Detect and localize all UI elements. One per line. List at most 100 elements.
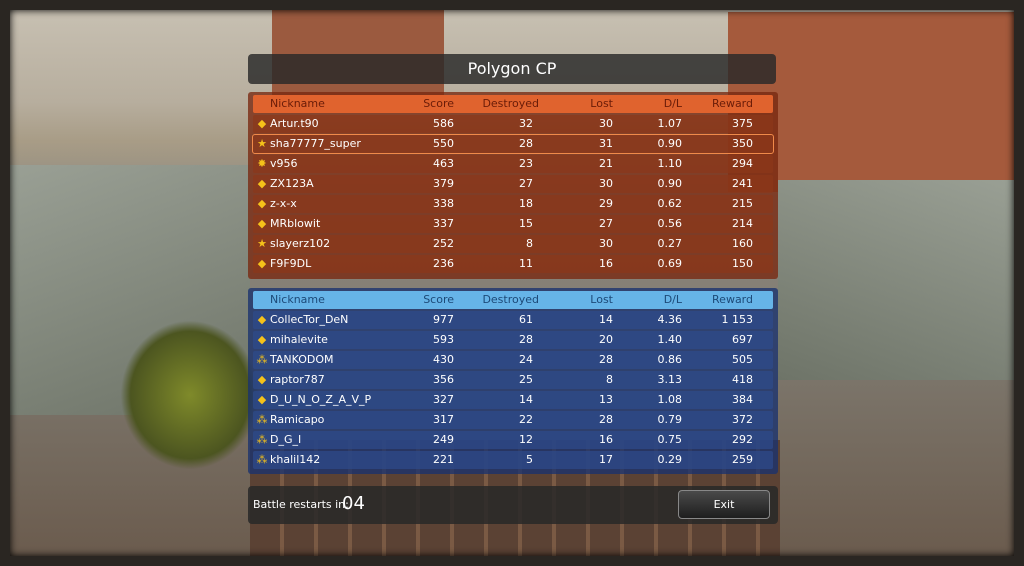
- player-reward: 1 153: [721, 313, 754, 326]
- rank-star-icon: ★: [257, 137, 267, 150]
- player-dl: 1.07: [657, 117, 683, 130]
- header-score[interactable]: Score: [423, 293, 454, 306]
- player-nick: D_G_I: [270, 433, 302, 446]
- player-nick: Artur.t90: [270, 117, 319, 130]
- player-row[interactable]: ◆ mihalevite 593 28 20 1.40 697: [253, 331, 773, 349]
- player-row[interactable]: ★ slayerz102 252 8 30 0.27 160: [253, 235, 773, 253]
- player-lost: 30: [599, 177, 613, 190]
- header-lost[interactable]: Lost: [590, 97, 613, 110]
- player-lost: 28: [599, 353, 613, 366]
- player-reward: 350: [732, 137, 753, 150]
- player-score: 338: [433, 197, 454, 210]
- player-score: 236: [433, 257, 454, 270]
- player-lost: 14: [599, 313, 613, 326]
- rank-diamond-icon: ◆: [257, 117, 267, 130]
- player-lost: 30: [599, 237, 613, 250]
- player-dl: 0.27: [657, 237, 683, 250]
- player-row[interactable]: ⁂ Ramicapo 317 22 28 0.79 372: [253, 411, 773, 429]
- player-row[interactable]: ◆ F9F9DL 236 11 16 0.69 150: [253, 255, 773, 273]
- player-nick: Ramicapo: [270, 413, 325, 426]
- player-row[interactable]: ◆ raptor787 356 25 8 3.13 418: [253, 371, 773, 389]
- rank-diamond-icon: ◆: [257, 393, 267, 406]
- player-score: 593: [433, 333, 454, 346]
- player-reward: 294: [732, 157, 753, 170]
- player-reward: 697: [732, 333, 753, 346]
- player-reward: 215: [732, 197, 753, 210]
- rank-diamond-icon: ◆: [257, 217, 267, 230]
- player-destroyed: 28: [519, 137, 533, 150]
- player-destroyed: 28: [519, 333, 533, 346]
- tank: [120, 320, 260, 470]
- player-reward: 418: [732, 373, 753, 386]
- player-row[interactable]: ⁂ D_G_I 249 12 16 0.75 292: [253, 431, 773, 449]
- player-reward: 375: [732, 117, 753, 130]
- header-dl[interactable]: D/L: [663, 97, 682, 110]
- player-dl: 0.90: [657, 137, 683, 150]
- player-reward: 241: [732, 177, 753, 190]
- player-lost: 30: [599, 117, 613, 130]
- player-reward: 384: [732, 393, 753, 406]
- player-nick: khalil142: [270, 453, 321, 466]
- player-row[interactable]: ✸ v956 463 23 21 1.10 294: [253, 155, 773, 173]
- player-row[interactable]: ◆ ZX123A 379 27 30 0.90 241: [253, 175, 773, 193]
- header-destroyed[interactable]: Destroyed: [482, 97, 539, 110]
- player-lost: 29: [599, 197, 613, 210]
- header-nickname[interactable]: Nickname: [270, 97, 325, 110]
- header-score[interactable]: Score: [423, 97, 454, 110]
- player-dl: 0.86: [657, 353, 683, 366]
- player-dl: 0.90: [657, 177, 683, 190]
- exit-button[interactable]: Exit: [678, 490, 770, 519]
- player-row[interactable]: ◆ MRblowit 337 15 27 0.56 214: [253, 215, 773, 233]
- player-score: 249: [433, 433, 454, 446]
- player-dl: 1.10: [657, 157, 683, 170]
- header-lost[interactable]: Lost: [590, 293, 613, 306]
- player-row[interactable]: ◆ D_U_N_O_Z_A_V_P 327 14 13 1.08 384: [253, 391, 773, 409]
- player-row[interactable]: ◆ z-x-x 338 18 29 0.62 215: [253, 195, 773, 213]
- header-reward[interactable]: Reward: [712, 97, 753, 110]
- player-destroyed: 11: [519, 257, 533, 270]
- player-nick: sha77777_super: [270, 137, 361, 150]
- player-destroyed: 23: [519, 157, 533, 170]
- player-destroyed: 22: [519, 413, 533, 426]
- player-row[interactable]: ⁂ khalil142 221 5 17 0.29 259: [253, 451, 773, 469]
- header-reward[interactable]: Reward: [712, 293, 753, 306]
- footer-bar: Battle restarts in: 04 Exit: [248, 486, 778, 524]
- player-destroyed: 15: [519, 217, 533, 230]
- player-lost: 31: [599, 137, 613, 150]
- header-nickname[interactable]: Nickname: [270, 293, 325, 306]
- player-lost: 21: [599, 157, 613, 170]
- player-nick: v956: [270, 157, 298, 170]
- player-row[interactable]: ★ sha77777_super 550 28 31 0.90 350: [252, 134, 774, 154]
- player-row[interactable]: ⁂ TANKODOM 430 24 28 0.86 505: [253, 351, 773, 369]
- player-dl: 0.62: [657, 197, 683, 210]
- player-reward: 372: [732, 413, 753, 426]
- table-header: Nickname Score Destroyed Lost D/L Reward: [253, 95, 773, 113]
- rank-diamond-icon: ◆: [257, 373, 267, 386]
- restart-countdown: 04: [342, 493, 365, 514]
- player-lost: 8: [606, 373, 613, 386]
- player-lost: 13: [599, 393, 613, 406]
- player-reward: 259: [732, 453, 753, 466]
- player-reward: 160: [732, 237, 753, 250]
- player-nick: F9F9DL: [270, 257, 312, 270]
- player-dl: 0.69: [657, 257, 683, 270]
- player-lost: 17: [599, 453, 613, 466]
- player-lost: 27: [599, 217, 613, 230]
- rank-star-icon: ★: [257, 237, 267, 250]
- player-destroyed: 61: [519, 313, 533, 326]
- player-destroyed: 12: [519, 433, 533, 446]
- blue-team-table: Nickname Score Destroyed Lost D/L Reward ◆ Coll…: [248, 288, 778, 474]
- player-reward: 150: [732, 257, 753, 270]
- red-team-table: Nickname Score Destroyed Lost D/L Reward ◆ Artu…: [248, 92, 778, 279]
- table-header: Nickname Score Destroyed Lost D/L Reward: [253, 291, 773, 309]
- player-score: 252: [433, 237, 454, 250]
- player-row[interactable]: ◆ Artur.t90 586 32 30 1.07 375: [253, 115, 773, 133]
- header-destroyed[interactable]: Destroyed: [482, 293, 539, 306]
- player-nick: ZX123A: [270, 177, 314, 190]
- player-score: 379: [433, 177, 454, 190]
- rank-stars-icon: ⁂: [256, 413, 268, 426]
- header-dl[interactable]: D/L: [663, 293, 682, 306]
- player-nick: TANKODOM: [270, 353, 334, 366]
- player-row[interactable]: ◆ CollecTor_DeN 977 61 14 4.36 1 153: [253, 311, 773, 329]
- player-nick: D_U_N_O_Z_A_V_P: [270, 393, 372, 406]
